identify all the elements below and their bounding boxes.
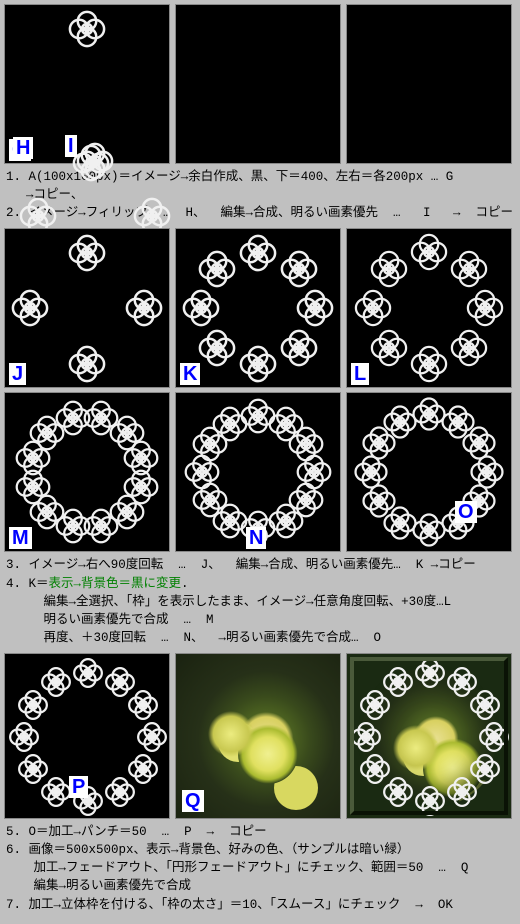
panel-J: J [4,228,170,388]
panel-label-G: G H [9,139,31,161]
instructions-3: 5. O＝加工→パンチ＝50 … P → コピー 6. 画像＝500x500px… [6,823,516,914]
panel-Q: Q [175,653,341,819]
panel-label-N: N [246,527,266,549]
row-2: J [4,228,516,388]
row-3: M [4,392,516,552]
panel-label-H: H I [13,137,33,159]
panel-P: P [4,653,170,819]
panel-label-J: J [9,363,26,385]
panel-label-M: M [9,527,32,549]
panel-L: L [346,228,512,388]
panel-final [346,653,512,819]
panel-G: G H [4,4,170,164]
panel-label-Q: Q [182,790,204,812]
panel-label-O: O [455,501,477,523]
panel-label-P: P [69,776,88,798]
panel-I [346,4,512,164]
panel-label-I: I [65,135,77,157]
panel-label-L: L [351,363,369,385]
panel-H [175,4,341,164]
panel-O: O [346,392,512,552]
row-4: P Q [4,653,516,819]
instructions-2: 3. イメージ→右へ90度回転 … J、 編集→合成、明るい画素優先… K →コ… [6,556,516,647]
row-1: G H [4,4,516,164]
panel-K: K [175,228,341,388]
panel-N: N [175,392,341,552]
panel-M: M [4,392,170,552]
panel-label-K: K [180,363,200,385]
